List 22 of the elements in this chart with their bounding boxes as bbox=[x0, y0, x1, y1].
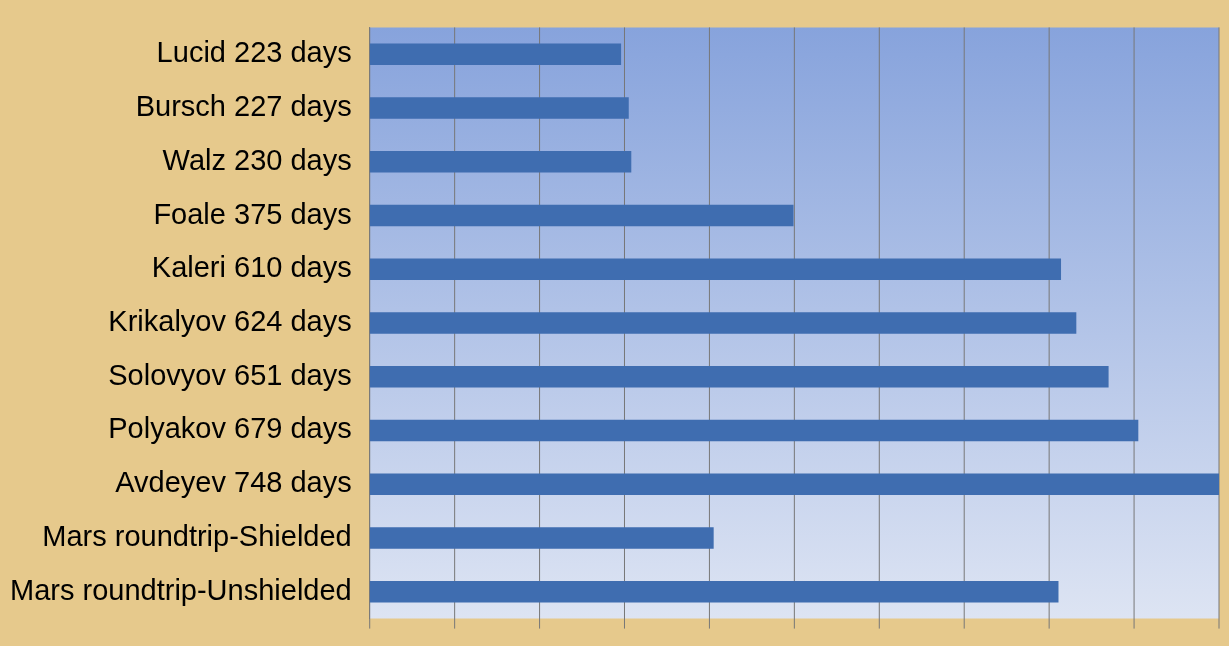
bar bbox=[369, 527, 714, 549]
bar bbox=[369, 312, 1077, 334]
bar bbox=[369, 43, 622, 66]
bar bbox=[369, 473, 1219, 495]
bar bbox=[369, 97, 629, 119]
y-tick-label: Avdeyev 748 days bbox=[115, 466, 352, 499]
y-tick-label: Kaleri 610 days bbox=[151, 251, 352, 284]
y-tick-label: Foale 375 days bbox=[153, 197, 352, 230]
bar bbox=[369, 580, 1059, 603]
bar bbox=[369, 204, 794, 227]
bar bbox=[369, 419, 1139, 442]
bar bbox=[369, 366, 1109, 388]
y-tick-label: Walz 230 days bbox=[162, 143, 352, 176]
y-tick-label: Polyakov 679 days bbox=[108, 412, 352, 445]
y-tick-label: Lucid 223 days bbox=[156, 36, 352, 69]
y-tick-label: Bursch 227 days bbox=[135, 90, 352, 123]
y-tick-label: Mars roundtrip-Shielded bbox=[42, 519, 352, 552]
y-tick-label: Solovyov 651 days bbox=[108, 358, 352, 391]
y-tick-label: Mars roundtrip-Unshielded bbox=[9, 573, 352, 606]
bar bbox=[369, 258, 1062, 280]
y-tick-label: Krikalyov 624 days bbox=[108, 305, 352, 337]
bar bbox=[369, 151, 632, 173]
